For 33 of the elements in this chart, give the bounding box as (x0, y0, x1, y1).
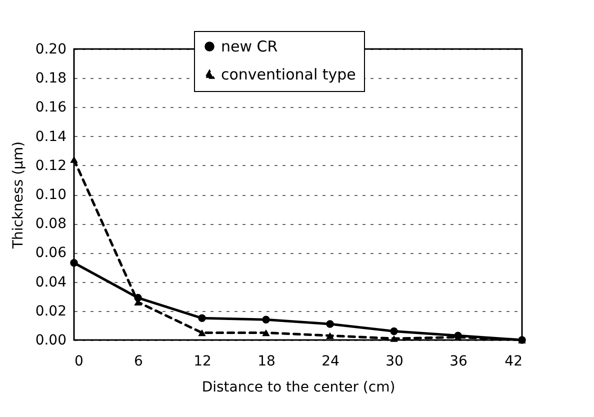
x-tick-label: 36 (450, 354, 468, 370)
y-tick-label: 0.20 (35, 42, 66, 58)
point (198, 329, 206, 336)
point (262, 329, 270, 336)
point (70, 156, 78, 163)
y-tick-label: 0.08 (35, 216, 66, 232)
y-tick-label: 0.16 (35, 100, 67, 116)
y-tick-label: 0.02 (35, 303, 66, 320)
x-tick-label: 18 (258, 354, 276, 370)
y-tick-label: 0.18 (35, 70, 66, 87)
point (390, 335, 398, 342)
y-tick-label: 0.10 (35, 187, 66, 203)
legend-label: conventional type (221, 66, 356, 84)
x-tick-label: 6 (134, 354, 144, 370)
point (390, 327, 398, 336)
y-axis-title: Thickness (μm) (10, 141, 26, 250)
point (198, 314, 206, 322)
y-tick-label: 0.00 (35, 332, 66, 348)
y-tick-label: 0.12 (35, 158, 66, 174)
y-tick-label: 0.04 (35, 274, 67, 290)
x-tick-label: 12 (194, 354, 212, 370)
point (70, 259, 78, 267)
point (326, 320, 334, 328)
x-tick-label: 42 (504, 354, 522, 370)
y-tick-label: 0.06 (35, 245, 67, 262)
legend-label: new CR (221, 38, 278, 56)
x-tick-label: 0 (74, 354, 84, 370)
x-axis-title: Distance to the center (cm) (202, 380, 396, 396)
point (262, 316, 270, 324)
x-tick-label: 24 (322, 354, 340, 370)
x-tick-label: 30 (386, 354, 404, 370)
y-tick-label: 0.14 (35, 128, 67, 145)
point (326, 332, 334, 339)
